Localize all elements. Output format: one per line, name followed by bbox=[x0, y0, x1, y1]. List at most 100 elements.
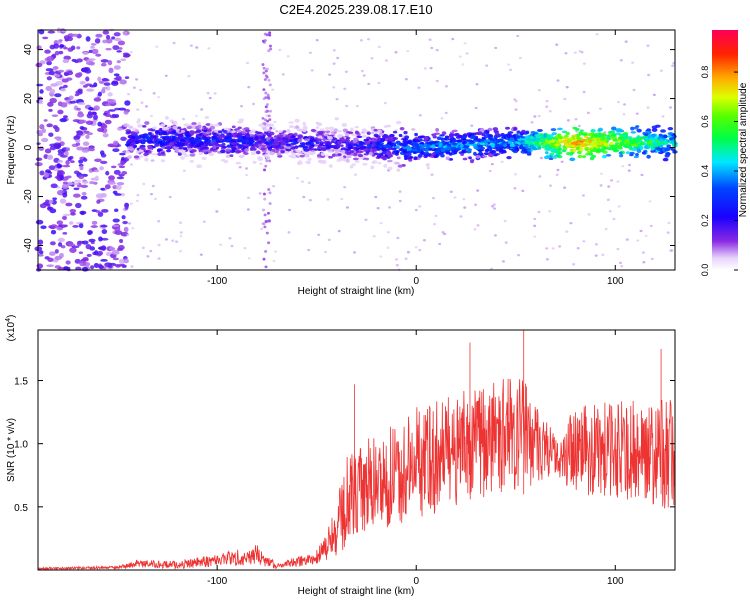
spectrogram-cell bbox=[114, 193, 122, 196]
spectrogram-cell bbox=[235, 161, 242, 165]
spectrogram-cell bbox=[308, 152, 315, 156]
spectrogram-cell bbox=[71, 58, 77, 62]
spectrogram-cell bbox=[62, 58, 70, 64]
snr-y-tick-label: 1.0 bbox=[14, 440, 28, 451]
spectrogram-cell bbox=[267, 188, 271, 191]
spectrogram-cell bbox=[220, 158, 226, 162]
spectrogram-cell bbox=[97, 121, 102, 127]
spectrogram-cell bbox=[514, 99, 518, 103]
spectrogram-cell bbox=[330, 140, 335, 144]
spectrogram-cell bbox=[76, 46, 81, 50]
spectrogram-cell bbox=[125, 129, 131, 132]
spectrogram-cell bbox=[152, 92, 156, 95]
spectrogram-cell bbox=[200, 108, 204, 111]
spectrogram-cell bbox=[114, 208, 119, 213]
spectrogram-cell bbox=[205, 123, 211, 126]
spectrogram-x-tick-label: -100 bbox=[207, 276, 227, 287]
spectrogram-cell bbox=[46, 56, 55, 62]
spectrogram-cell bbox=[654, 124, 661, 128]
spectrogram-cell bbox=[517, 253, 521, 257]
spectrogram-cell bbox=[618, 151, 623, 155]
spectrogram-cell bbox=[82, 180, 89, 184]
spectrogram-cell bbox=[208, 96, 212, 100]
spectrogram-cell bbox=[581, 138, 588, 142]
spectrogram-cell bbox=[315, 126, 320, 130]
spectrogram-cell bbox=[320, 160, 327, 165]
spectrogram-cell bbox=[97, 76, 102, 82]
spectrogram-cell bbox=[601, 154, 607, 159]
spectrogram-cell bbox=[644, 145, 649, 149]
spectrogram-cell bbox=[114, 226, 121, 232]
spectrogram-cell bbox=[379, 221, 383, 225]
spectrogram-cell bbox=[394, 258, 398, 261]
spectrogram-cell bbox=[392, 137, 399, 140]
spectrogram-cell bbox=[388, 206, 392, 209]
colorbar-tick-label: 0.6 bbox=[700, 115, 710, 128]
spectrogram-cell bbox=[142, 182, 146, 186]
spectrogram-cell bbox=[388, 153, 393, 158]
spectrogram-cell bbox=[264, 74, 268, 78]
spectrogram-cell bbox=[551, 139, 556, 143]
spectrogram-cell bbox=[189, 153, 196, 157]
spectrogram-cell bbox=[82, 158, 88, 162]
spectrogram-cell bbox=[261, 147, 266, 151]
spectrogram-cell bbox=[101, 208, 109, 213]
spectrogram-cell bbox=[608, 130, 615, 134]
spectrogram-cell bbox=[56, 163, 61, 168]
spectrogram-cell bbox=[633, 143, 639, 148]
spectrogram-cell bbox=[559, 136, 564, 140]
spectrogram-cell bbox=[299, 154, 305, 158]
spectrogram-cell bbox=[607, 185, 611, 188]
spectrogram-cell bbox=[317, 138, 322, 142]
spectrogram-cell bbox=[658, 138, 664, 142]
spectrogram-cell bbox=[482, 155, 488, 158]
spectrogram-cell bbox=[339, 144, 344, 148]
spectrogram-cell bbox=[617, 100, 621, 104]
spectrogram-cell bbox=[261, 208, 265, 212]
spectrogram-cell bbox=[428, 38, 432, 41]
spectrogram-cell bbox=[577, 150, 582, 155]
spectrogram-cell bbox=[262, 71, 266, 75]
spectrogram-cell bbox=[672, 135, 677, 139]
spectrogram-cell bbox=[158, 132, 163, 136]
spectrogram-cell bbox=[652, 142, 659, 146]
spectrogram-cell bbox=[102, 39, 108, 44]
spectrogram-cell bbox=[36, 142, 41, 146]
spectrogram-cell bbox=[60, 245, 66, 249]
spectrogram-cell bbox=[426, 166, 430, 170]
spectrogram-cell bbox=[74, 179, 82, 183]
spectrogram-cell bbox=[81, 191, 87, 196]
spectrogram-cell bbox=[503, 144, 507, 147]
spectrogram-cell bbox=[651, 128, 658, 132]
spectrogram-cell bbox=[180, 156, 185, 160]
spectrogram-cell bbox=[493, 234, 497, 237]
spectrogram-cell bbox=[193, 139, 199, 143]
spectrogram-cell bbox=[70, 160, 75, 164]
spectrogram-cell bbox=[88, 106, 94, 111]
spectrogram-cell bbox=[160, 151, 165, 155]
spectrogram-cell bbox=[251, 129, 256, 134]
spectrogram-cell bbox=[670, 249, 674, 252]
spectrogram-cell bbox=[99, 150, 105, 156]
spectrogram-cell bbox=[489, 267, 493, 270]
spectrogram-cell bbox=[228, 237, 232, 240]
spectrogram-cell bbox=[649, 224, 653, 228]
spectrogram-cell bbox=[42, 36, 49, 40]
spectrogram-cell bbox=[197, 124, 202, 129]
spectrogram-cell bbox=[490, 162, 494, 166]
spectrogram-cell bbox=[179, 221, 183, 224]
spectrogram-cell bbox=[406, 147, 413, 151]
spectrogram-cell bbox=[641, 251, 645, 254]
spectrogram-cell bbox=[509, 68, 513, 71]
spectrogram-cell bbox=[412, 148, 418, 152]
spectrogram-cell bbox=[45, 199, 50, 204]
spectrogram-cell bbox=[340, 197, 344, 201]
spectrogram-cell bbox=[190, 140, 195, 145]
spectrogram-cell bbox=[244, 148, 249, 152]
spectrogram-cell bbox=[111, 250, 120, 255]
spectrogram-cell bbox=[91, 220, 98, 225]
spectrogram-cell bbox=[182, 147, 188, 151]
spectrogram-cell bbox=[247, 85, 251, 89]
spectrogram-cell bbox=[595, 33, 599, 36]
spectrogram-cell bbox=[69, 221, 74, 225]
